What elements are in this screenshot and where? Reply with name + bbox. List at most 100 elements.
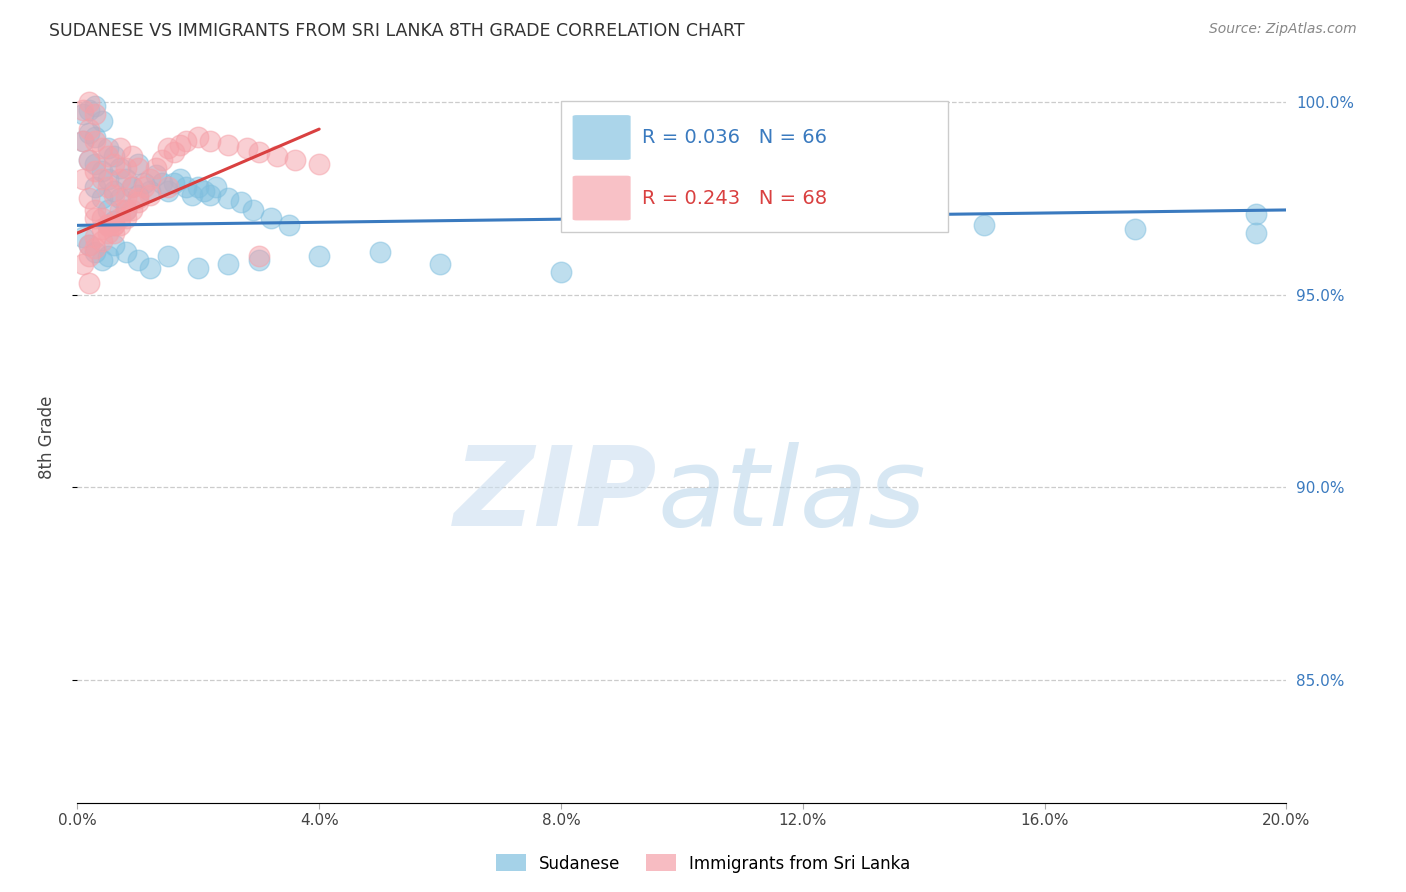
Point <box>218 191 240 205</box>
Point <box>79 237 101 252</box>
Point <box>96 179 118 194</box>
Point <box>1125 222 1147 236</box>
Point <box>127 161 149 175</box>
Point <box>247 145 270 160</box>
Point <box>84 242 107 256</box>
Point <box>550 264 572 278</box>
Point <box>103 187 125 202</box>
Point <box>79 103 101 117</box>
Point <box>187 129 209 144</box>
Point <box>84 211 107 225</box>
Point <box>200 187 222 202</box>
Point <box>84 245 107 260</box>
Point <box>1246 226 1268 240</box>
Point <box>79 249 101 263</box>
Point <box>127 157 149 171</box>
Point <box>157 249 180 263</box>
Point <box>229 195 252 210</box>
Point <box>96 226 118 240</box>
Point <box>103 214 125 228</box>
Point <box>163 145 186 160</box>
Point <box>792 214 814 228</box>
Point <box>96 141 118 155</box>
Point <box>79 237 101 252</box>
Point <box>96 202 118 217</box>
Point <box>96 219 118 233</box>
Point <box>139 184 162 198</box>
Point <box>108 211 131 225</box>
Point <box>242 202 264 217</box>
Point <box>96 249 118 263</box>
Point <box>429 257 451 271</box>
Point <box>96 219 118 233</box>
Point <box>90 172 112 186</box>
Point <box>121 202 143 217</box>
Point <box>163 176 186 190</box>
Point <box>368 245 391 260</box>
Point <box>150 153 173 167</box>
Point <box>108 219 131 233</box>
Point <box>79 153 101 167</box>
Point <box>96 172 118 186</box>
Point <box>72 134 94 148</box>
Text: ZIP: ZIP <box>454 442 658 549</box>
Point <box>84 230 107 244</box>
Point <box>139 187 162 202</box>
Point <box>90 191 112 205</box>
Point <box>114 202 136 217</box>
Point <box>72 106 94 120</box>
Point <box>84 129 107 144</box>
Point <box>72 230 94 244</box>
Point <box>187 260 209 275</box>
Point <box>278 219 301 233</box>
Point <box>127 187 149 202</box>
Point <box>103 219 125 233</box>
Point <box>308 249 330 263</box>
Point <box>150 176 173 190</box>
Point <box>127 195 149 210</box>
Point <box>79 276 101 290</box>
Point <box>121 149 143 163</box>
Point <box>108 202 131 217</box>
Point <box>200 134 222 148</box>
Point <box>114 202 136 217</box>
Point <box>84 106 107 120</box>
Point <box>174 134 197 148</box>
Point <box>90 222 112 236</box>
Point <box>187 179 209 194</box>
Point <box>72 257 94 271</box>
Point <box>114 245 136 260</box>
Point <box>90 141 112 155</box>
Point <box>266 149 288 163</box>
Point <box>235 141 257 155</box>
Point <box>84 134 107 148</box>
Point <box>284 153 307 167</box>
Point <box>169 172 191 186</box>
Point <box>96 149 118 163</box>
Point <box>72 134 94 148</box>
Point <box>114 172 136 186</box>
Point <box>103 149 125 163</box>
Point <box>108 191 131 205</box>
Point <box>193 184 215 198</box>
Point <box>260 211 283 225</box>
Point <box>218 137 240 152</box>
Point <box>169 137 191 152</box>
Point <box>84 202 107 217</box>
Point <box>218 257 240 271</box>
Point <box>103 226 125 240</box>
Point <box>79 126 101 140</box>
Point <box>174 179 197 194</box>
Point <box>103 157 125 171</box>
Point <box>157 179 180 194</box>
Point <box>181 187 204 202</box>
Point <box>139 172 162 186</box>
Point <box>127 252 149 267</box>
Point <box>247 249 270 263</box>
Point <box>114 191 136 205</box>
Point <box>247 252 270 267</box>
Point <box>205 179 228 194</box>
Point <box>132 179 155 194</box>
Text: atlas: atlas <box>658 442 927 549</box>
Point <box>973 219 995 233</box>
